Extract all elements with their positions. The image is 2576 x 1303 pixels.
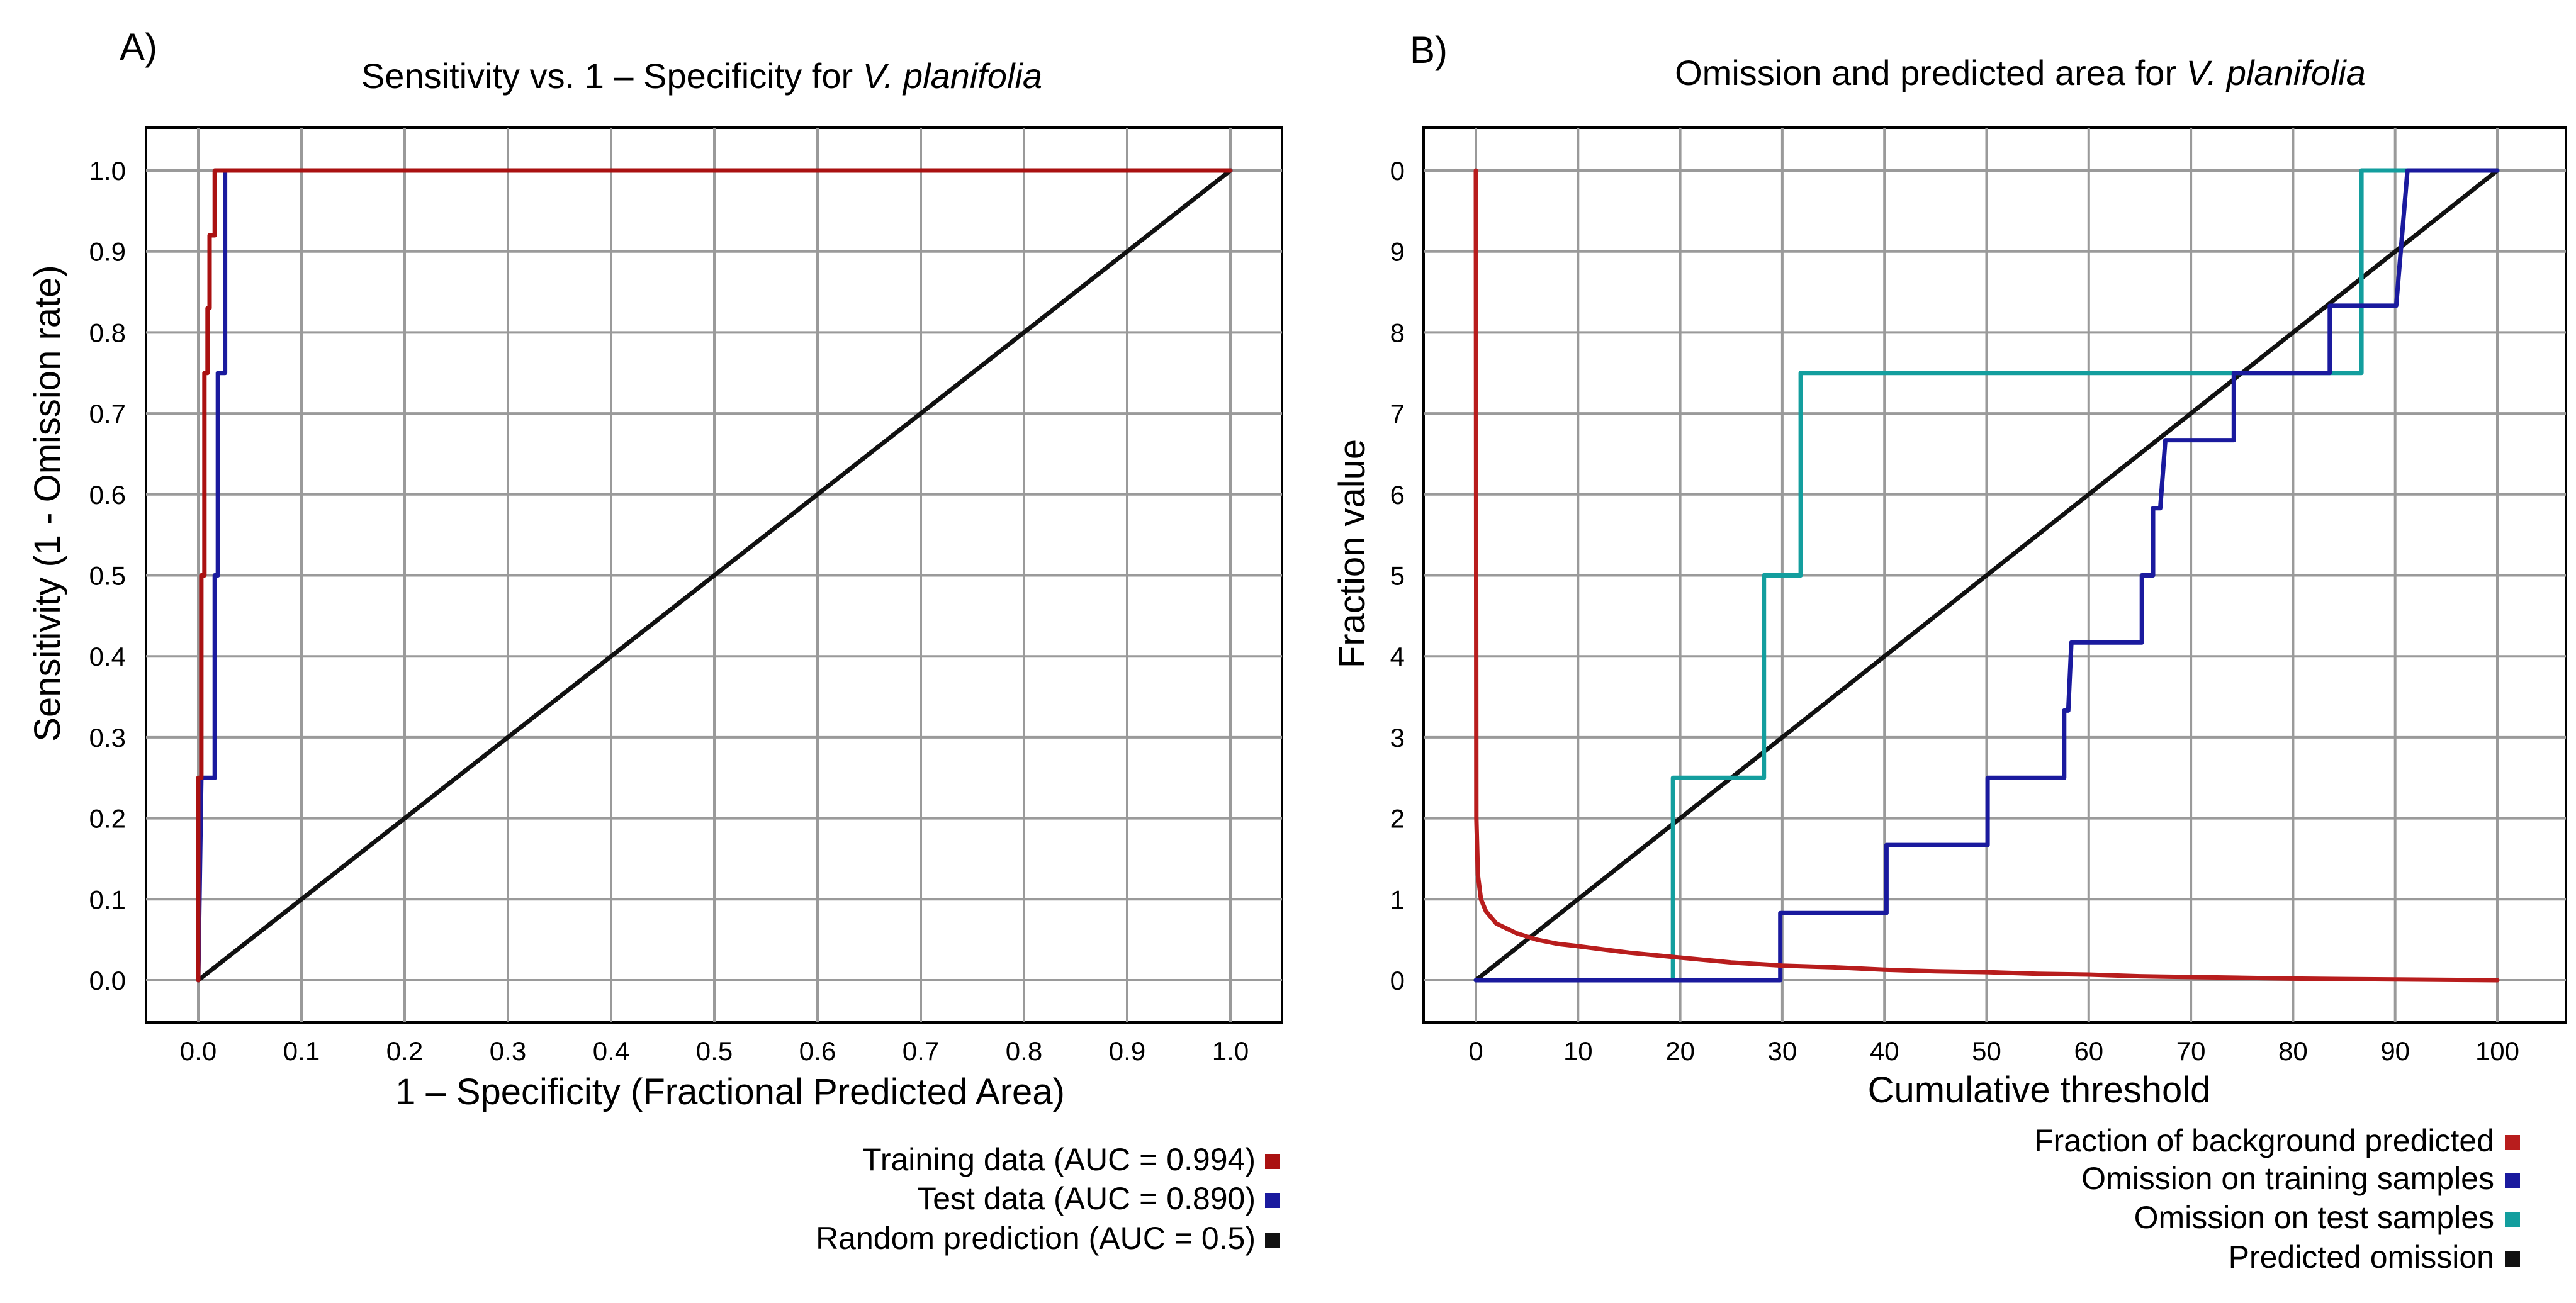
panel-a-y-tick-label: 0.7 xyxy=(89,399,126,428)
panel-a-x-tick-label: 0.3 xyxy=(490,1036,526,1066)
panel-b-x-tick-label: 10 xyxy=(1563,1036,1593,1066)
panel-b-y-tick-label: 1 xyxy=(1390,885,1405,914)
panel-b-x-axis-label: Cumulative threshold xyxy=(1868,1070,2211,1110)
panel-b-x-tick-label: 0 xyxy=(1468,1036,1483,1066)
panel-b-x-tick-label: 20 xyxy=(1665,1036,1695,1066)
panel-b-y-tick-label: 0 xyxy=(1390,966,1405,995)
panel-a-y-axis-label: Sensitivity (1 - Omission rate) xyxy=(27,265,68,741)
panel-a-legend: Training data (AUC = 0.994) Test data (AU… xyxy=(816,1142,1280,1256)
panel-b-x-tick-label: 80 xyxy=(2278,1036,2308,1066)
panel-b-legend: Fraction of background predictedOmission… xyxy=(2034,1123,2520,1275)
panel-a-x-tick-label: 0.5 xyxy=(696,1036,733,1066)
panel-a-x-tick-label: 0.0 xyxy=(180,1036,217,1066)
panel-b-x-tick-label: 50 xyxy=(1972,1036,2001,1066)
panel-a-legend-label-1: Test data (AUC = 0.890) xyxy=(917,1181,1256,1216)
panel-a-ticks: 0.0 0.1 0.2 0.3 0.4 0.5 0.6 0.7 0.8 0.9 1.0 0.0 0.1 0… xyxy=(89,156,1249,1066)
panel-a-x-tick-label: 1.0 xyxy=(1212,1036,1249,1066)
panel-a-x-tick-label: 0.6 xyxy=(799,1036,836,1066)
panel-b-legend-label-2: Omission on test samples xyxy=(2134,1200,2494,1235)
panel-a-series-line-1 xyxy=(196,168,1233,983)
panel-a-series-line-2 xyxy=(196,168,1233,983)
panel-b-x-tick-label: 100 xyxy=(2475,1036,2519,1066)
panel-a-y-tick-label: 0.6 xyxy=(89,480,126,510)
panel-a-label: A) xyxy=(120,26,157,68)
panel-a-legend-swatch-2 xyxy=(1265,1233,1280,1248)
panel-b-x-tick-label: 30 xyxy=(1768,1036,1797,1066)
panel-a-legend-swatch-1 xyxy=(1265,1193,1280,1208)
panel-a-legend-label-0: Training data (AUC = 0.994) xyxy=(862,1142,1256,1177)
panel-a-y-tick-label: 0.9 xyxy=(89,237,126,267)
panel-b-series-line-2 xyxy=(1473,168,2500,983)
panel-b-x-tick-label: 60 xyxy=(2074,1036,2103,1066)
panel-b-y-axis-label: Fraction value xyxy=(1332,439,1373,668)
panel-b-legend-label-0: Fraction of background predicted xyxy=(2034,1123,2494,1158)
panel-a-series xyxy=(196,168,1233,983)
panel-b-legend-label-3: Predicted omission xyxy=(2229,1239,2494,1275)
panel-b-y-tick-label: 3 xyxy=(1390,723,1405,752)
panel-b-x-tick-label: 70 xyxy=(2176,1036,2206,1066)
panel-b-legend-swatch-3 xyxy=(2505,1251,2520,1267)
panel-b-x-tick-label: 40 xyxy=(1870,1036,1899,1066)
panel-b-legend-swatch-0 xyxy=(2505,1135,2520,1150)
panel-a-title: Sensitivity vs. 1 – Specificity for V. p… xyxy=(361,56,1042,96)
panel-b-y-tick-label: 8 xyxy=(1390,318,1405,347)
panel-a-y-tick-label: 0.8 xyxy=(89,318,126,347)
panel-b-x-tick-label: 90 xyxy=(2380,1036,2410,1066)
panel-a-y-tick-label: 0.4 xyxy=(89,642,126,671)
panel-a-legend-swatch-0 xyxy=(1265,1154,1280,1169)
panel-a-x-tick-label: 0.7 xyxy=(903,1036,939,1066)
panel-b-series-line-1 xyxy=(1473,168,2500,983)
panel-a-x-tick-label: 0.8 xyxy=(1006,1036,1042,1066)
panel-b-y-tick-label: 4 xyxy=(1390,642,1405,671)
panel-b-y-tick-label: 0 xyxy=(1390,156,1405,186)
panel-b-y-tick-label: 9 xyxy=(1390,237,1405,267)
panel-b-legend-swatch-2 xyxy=(2505,1212,2520,1227)
panel-a-y-tick-label: 1.0 xyxy=(89,156,126,186)
panel-a-y-tick-label: 0.3 xyxy=(89,723,126,752)
panel-a-y-tick-label: 0.1 xyxy=(89,885,126,914)
panel-b-series-line-3 xyxy=(1473,168,2500,983)
panel-a-y-tick-label: 0.2 xyxy=(89,804,126,834)
panel-a-x-tick-label: 0.9 xyxy=(1109,1036,1145,1066)
panel-a-y-tick-label: 0.5 xyxy=(89,561,126,591)
panel-b-y-tick-label: 2 xyxy=(1390,804,1405,834)
panel-b-title: Omission and predicted area for V. plani… xyxy=(1675,53,2366,92)
panel-a-x-tick-label: 0.2 xyxy=(386,1036,423,1066)
panel-b-legend-swatch-1 xyxy=(2505,1173,2520,1188)
panel-a-x-axis-label: 1 – Specificity (Fractional Predicted Ar… xyxy=(395,1071,1065,1112)
panel-a-legend-label-2: Random prediction (AUC = 0.5) xyxy=(816,1221,1256,1256)
panel-a-x-tick-label: 0.4 xyxy=(593,1036,629,1066)
panel-b-grid xyxy=(1424,128,2566,1022)
panel-a-y-tick-label: 0.0 xyxy=(89,966,126,995)
panel-b-label: B) xyxy=(1410,29,1448,71)
panel-b-y-tick-label: 6 xyxy=(1390,480,1405,510)
panel-b-series-line-0 xyxy=(1473,168,2500,983)
panel-b-y-tick-label: 5 xyxy=(1390,561,1405,591)
panel-a-x-tick-label: 0.1 xyxy=(283,1036,320,1066)
panel-b-series xyxy=(1473,168,2500,983)
panel-a-series-line-0 xyxy=(196,168,1233,983)
panel-b-y-tick-label: 7 xyxy=(1390,399,1405,428)
panel-b-legend-label-1: Omission on training samples xyxy=(2081,1161,2494,1196)
